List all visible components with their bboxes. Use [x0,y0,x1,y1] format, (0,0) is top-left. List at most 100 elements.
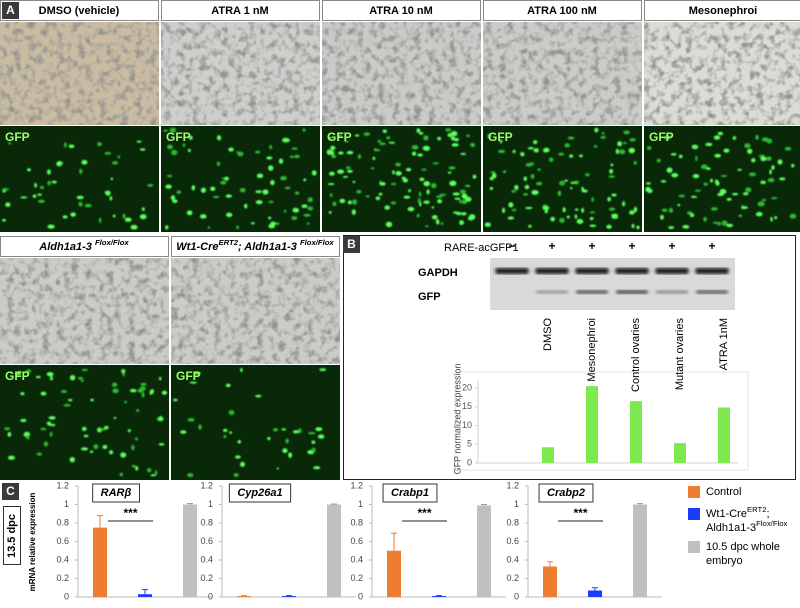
bar [586,386,598,463]
gfp-cell [56,161,63,167]
gfp-cell [301,204,308,208]
y-axis-label: mRNA relative expression [28,492,37,591]
gfp-cell [511,208,517,212]
bar [542,447,554,463]
gfp-cell [20,418,27,423]
gfp-cell [165,184,172,189]
gfp-cell [239,187,246,193]
gfp-cell [411,151,417,156]
gfp-cell [671,172,679,178]
y-tick-label: 0.8 [350,517,363,527]
y-tick-label: 0.2 [200,573,213,583]
gfp-cell [228,410,235,416]
error-bar [637,503,643,505]
gfp-cell [742,192,749,196]
chart-title: RARβ [101,487,132,499]
gfp-cell [678,194,686,198]
gfp-cell [221,177,225,180]
genotype-label-box [0,236,169,257]
construct-label: RARE-acGFP1 [444,242,519,254]
gfp-cell [738,214,742,217]
bar [477,505,491,597]
gfp-cell [150,474,157,477]
gfp-cell [276,467,280,470]
gfp-cell [770,197,778,200]
y-tick-label: 0.4 [350,554,363,564]
gfp-cell [520,151,525,157]
gfp-cell [661,208,668,213]
bar [588,590,602,597]
gfp-cell [339,198,346,204]
gfp-cell [135,409,140,412]
gfp-cell [450,131,458,137]
gfp-cell [757,211,762,216]
gfp-cell [147,183,154,187]
gfp-cell [466,134,470,138]
y-tick-label: 0.8 [506,517,519,527]
gfp-cell [617,141,623,147]
legend-label-part: Flox/Flox [756,519,787,528]
gfp-cell [288,452,293,458]
gfp-cell [311,170,317,176]
gfp-cell [385,221,393,228]
bar [138,594,152,597]
gfp-cell [760,156,767,162]
y-tick-label: 0.4 [506,554,519,564]
gfp-cell [220,180,227,185]
gfp-cell [668,207,674,213]
gfp-cell [269,145,273,150]
gfp-cell [39,185,44,190]
gfp-cell [589,216,594,221]
y-tick-label: 0.2 [56,573,69,583]
chart-title-box [92,483,140,503]
gfp-cell [611,193,617,197]
gfp-cell [281,428,286,431]
gfp-cell [112,388,119,394]
y-tick-label: 0 [467,457,472,467]
gfp-cell [169,127,177,133]
gfp-cell [537,168,541,171]
gfp-cell [451,143,459,147]
gfp-cell [254,150,261,154]
gfp-cell [435,219,440,225]
gfp-cell [136,140,142,143]
gfp-cell [187,148,191,153]
gfp-cell [564,143,570,148]
gfp-cell [418,191,422,197]
gfp-cell [356,189,362,194]
gfp-cell [139,148,146,151]
gfp-cell [98,217,102,223]
gfp-cell [294,191,300,195]
gfp-cell [470,142,476,148]
gfp-cell [49,423,56,427]
gfp-cell [610,163,614,167]
gfp-cell [608,175,616,178]
significance-label: *** [417,506,431,520]
gfp-cell [27,168,31,172]
brightfield-texture [171,258,340,364]
gfp-cell [34,182,37,188]
gfp-cell [255,200,263,205]
gfp-cell [347,200,352,205]
stage-box [3,506,21,565]
gfp-cell [97,142,102,147]
gfp-cell [529,162,535,166]
genotype-label: Aldh1a1-3 Flox/Flox [38,238,129,253]
y-tick-label: 0 [514,591,519,601]
y-tick-label: 15 [462,401,472,411]
gfp-cell [523,193,528,196]
gfp-cell [255,394,262,398]
gfp-cell [104,151,112,155]
gfp-cell [423,135,429,141]
gfp-cell [302,128,306,132]
condition-label-box [0,0,159,21]
bar [387,550,401,597]
gfp-cell [375,196,381,201]
gfp-cell [629,138,636,142]
gfp-cell [447,171,452,174]
gfp-cell [267,216,272,220]
y-tick-label: 0 [358,591,363,601]
gfp-cell [307,206,314,211]
gfp-cell [461,193,468,199]
gfp-cell [327,183,335,186]
